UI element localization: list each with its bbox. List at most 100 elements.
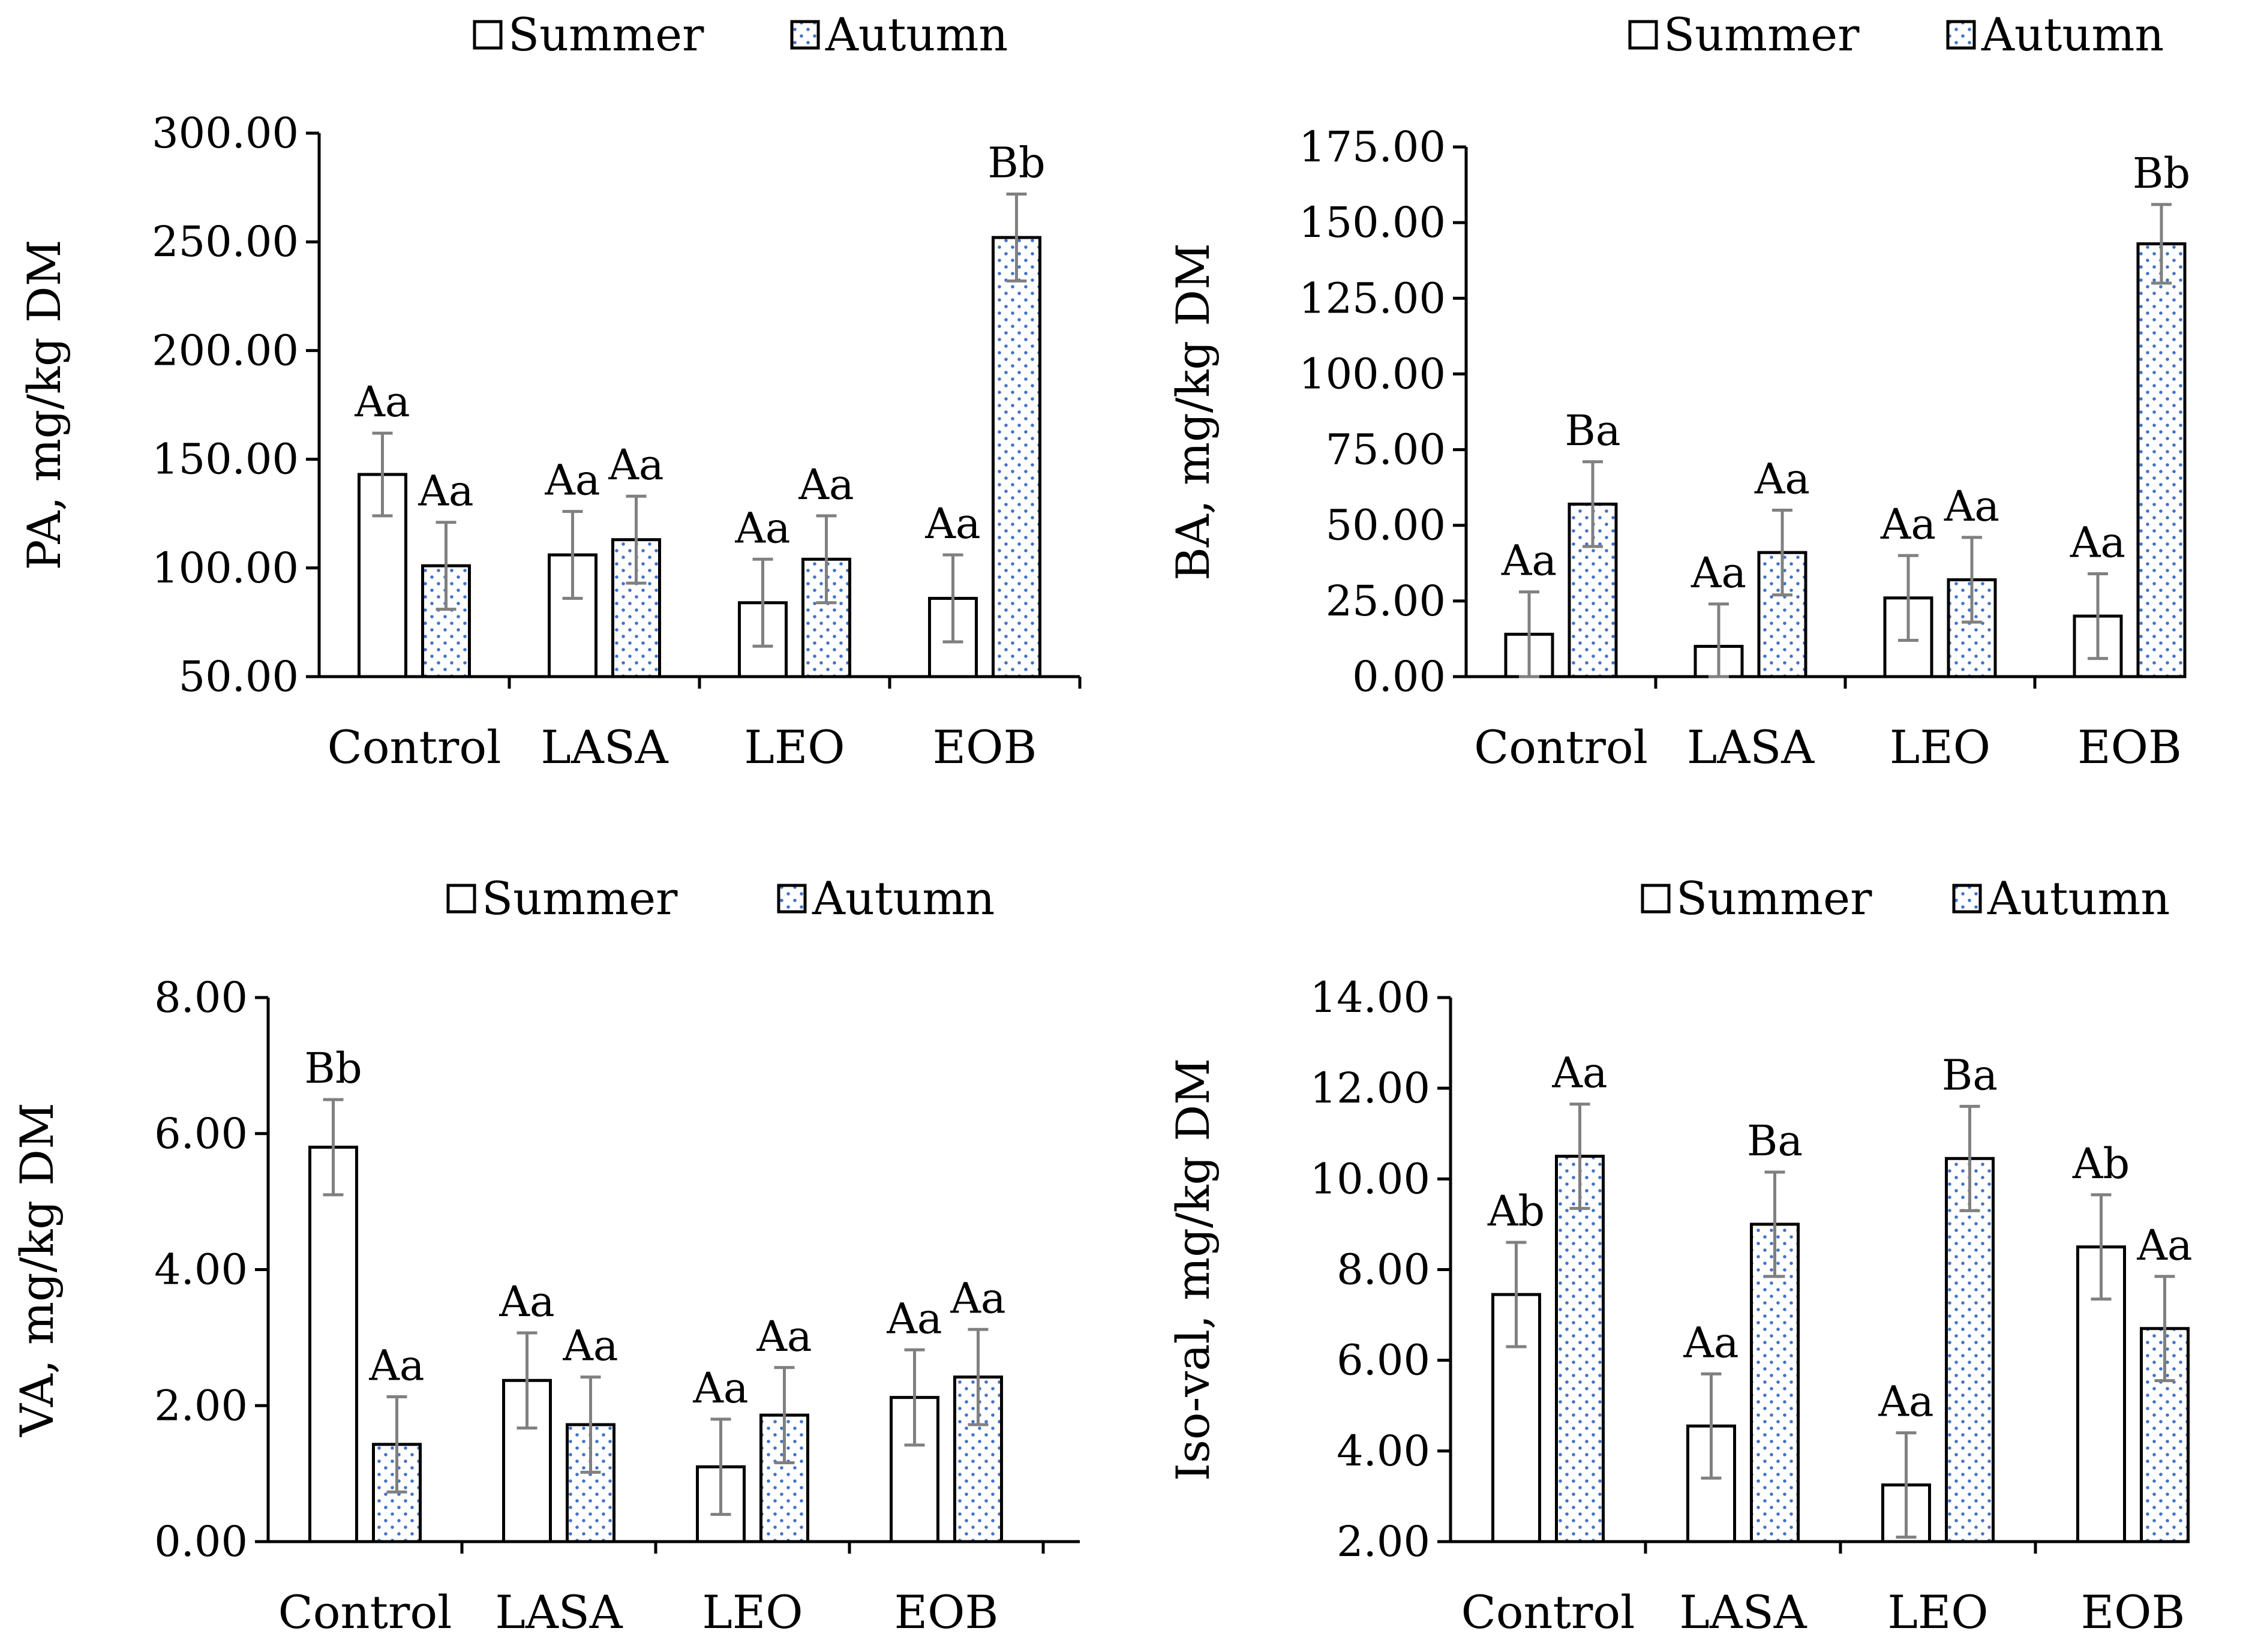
x-tick-label: EOB: [2077, 720, 2182, 774]
bar-summer: [2076, 1245, 2126, 1543]
chart-panel-4: Summer Autumn 2.00 4.00 6.00 8.00 10.00 12.00 14…: [1166, 872, 2193, 1639]
significance-label-autumn: Aa: [608, 440, 663, 489]
legend-summer-swatch: [1628, 20, 1658, 50]
y-tick-label: 0.00: [154, 1517, 248, 1566]
legend-summer-swatch: [446, 884, 476, 914]
y-tick-label: 300.00: [152, 109, 299, 158]
legend-summer-swatch: [473, 20, 503, 50]
legend-summer-label: Summer: [508, 8, 704, 61]
y-tick-label: 25.00: [1326, 576, 1446, 626]
significance-label-autumn: Aa: [2136, 1221, 2192, 1270]
x-tick-label: LASA: [541, 720, 668, 774]
significance-label-autumn: Aa: [368, 1341, 424, 1390]
x-tick-label: EOB: [933, 720, 1037, 774]
significance-label-autumn: Aa: [756, 1312, 812, 1361]
legend-autumn-swatch: [1952, 884, 1982, 914]
y-axis-label: Iso-val, mg/kg DM: [1166, 1058, 1220, 1481]
legend-summer-swatch: [1641, 884, 1671, 914]
legend-autumn-label: Autumn: [825, 8, 1008, 61]
x-tick-label: Control: [328, 720, 502, 774]
legend-autumn-swatch: [777, 884, 807, 914]
y-tick-label: 50.00: [1326, 501, 1446, 550]
y-tick-label: 10.00: [1310, 1154, 1430, 1203]
x-tick-label: LEO: [1887, 1585, 1988, 1639]
significance-label-summer: Aa: [1501, 536, 1557, 585]
significance-label-summer: Aa: [2070, 518, 2125, 567]
y-tick-label: 14.00: [1310, 973, 1430, 1022]
y-tick-label: 2.00: [1337, 1517, 1430, 1566]
y-tick-label: 250.00: [152, 217, 299, 266]
bar-autumn: [1945, 1157, 1995, 1543]
significance-label-summer: Aa: [1683, 1318, 1738, 1367]
significance-label-autumn: Bb: [987, 138, 1045, 187]
significance-label-autumn: Ba: [1942, 1050, 1998, 1100]
y-tick-label: 4.00: [1337, 1426, 1430, 1476]
y-tick-label: 100.00: [152, 543, 299, 593]
y-tick-label: 100.00: [1299, 349, 1446, 398]
legend: Summer Autumn: [446, 872, 995, 925]
y-tick-label: 50.00: [179, 652, 299, 701]
y-axis-label: VA, mg/kg DM: [10, 1103, 64, 1437]
y-tick-label: 4.00: [154, 1245, 248, 1294]
bar-autumn: [566, 1423, 615, 1543]
y-tick-label: 8.00: [1337, 1245, 1430, 1294]
significance-label-autumn: Ba: [1747, 1116, 1803, 1166]
significance-label-summer: Aa: [1690, 548, 1746, 597]
y-axis-label: BA, mg/kg DM: [1166, 243, 1220, 581]
significance-label-summer: Ab: [1487, 1187, 1545, 1236]
significance-label-autumn: Aa: [1551, 1049, 1607, 1098]
significance-label-autumn: Aa: [418, 467, 473, 516]
legend-summer-label: Summer: [482, 872, 678, 925]
y-tick-label: 12.00: [1310, 1064, 1430, 1113]
significance-label-summer: Aa: [886, 1294, 942, 1343]
y-tick-label: 200.00: [152, 326, 299, 375]
significance-label-summer: Bb: [304, 1044, 362, 1093]
significance-label-autumn: Aa: [950, 1273, 1005, 1323]
legend: Summer Autumn: [1641, 872, 2170, 925]
x-tick-label: EOB: [2081, 1585, 2185, 1639]
x-tick-label: LASA: [1687, 720, 1815, 774]
significance-label-summer: Aa: [1878, 1377, 1933, 1426]
significance-label-summer: Aa: [354, 377, 410, 426]
y-tick-label: 150.00: [152, 435, 299, 484]
y-tick-label: 125.00: [1299, 274, 1446, 323]
significance-label-autumn: Aa: [1944, 482, 1999, 531]
significance-label-summer: Aa: [544, 456, 600, 505]
significance-label-autumn: Bb: [2133, 149, 2190, 198]
significance-label-autumn: Ba: [1565, 406, 1620, 455]
x-tick-label: LEO: [1890, 720, 1990, 774]
y-tick-label: 2.00: [154, 1381, 248, 1430]
x-tick-label: LEO: [744, 720, 845, 774]
legend-autumn-swatch: [790, 20, 820, 50]
y-tick-label: 175.00: [1299, 122, 1446, 172]
x-tick-label: EOB: [894, 1585, 999, 1639]
legend-autumn-swatch: [1946, 20, 1976, 50]
significance-label-summer: Aa: [924, 499, 980, 548]
y-tick-label: 6.00: [1337, 1336, 1430, 1385]
y-tick-label: 6.00: [154, 1109, 248, 1158]
legend-autumn-label: Autumn: [812, 872, 995, 925]
y-tick-label: 0.00: [1352, 652, 1446, 701]
x-tick-label: Control: [1461, 1585, 1635, 1639]
significance-label-summer: Ab: [2072, 1139, 2130, 1188]
significance-label-autumn: Aa: [798, 460, 854, 509]
significance-label-summer: Aa: [499, 1277, 554, 1326]
x-tick-label: LASA: [1679, 1585, 1807, 1639]
chart-panel-2: Summer Autumn 0.00 25.00 50.00 75.00 100.00 125…: [1166, 8, 2190, 774]
legend-autumn-label: Autumn: [1981, 8, 2164, 61]
y-tick-label: 8.00: [154, 973, 248, 1022]
legend-summer-label: Summer: [1664, 8, 1860, 61]
bar-summer: [308, 1145, 358, 1543]
significance-label-summer: Aa: [1880, 500, 1936, 549]
significance-label-autumn: Aa: [562, 1321, 618, 1371]
chart-panel-1: Summer Autumn 50.00 100.00 150.00 200.00 250.0…: [17, 8, 1082, 774]
bar-autumn: [992, 236, 1041, 678]
legend: Summer Autumn: [473, 8, 1008, 61]
y-tick-label: 150.00: [1299, 198, 1446, 247]
significance-label-autumn: Aa: [1754, 454, 1810, 503]
legend-summer-label: Summer: [1676, 872, 1872, 925]
significance-label-summer: Aa: [692, 1363, 748, 1413]
y-tick-label: 75.00: [1326, 425, 1446, 474]
bar-autumn: [2136, 242, 2187, 678]
